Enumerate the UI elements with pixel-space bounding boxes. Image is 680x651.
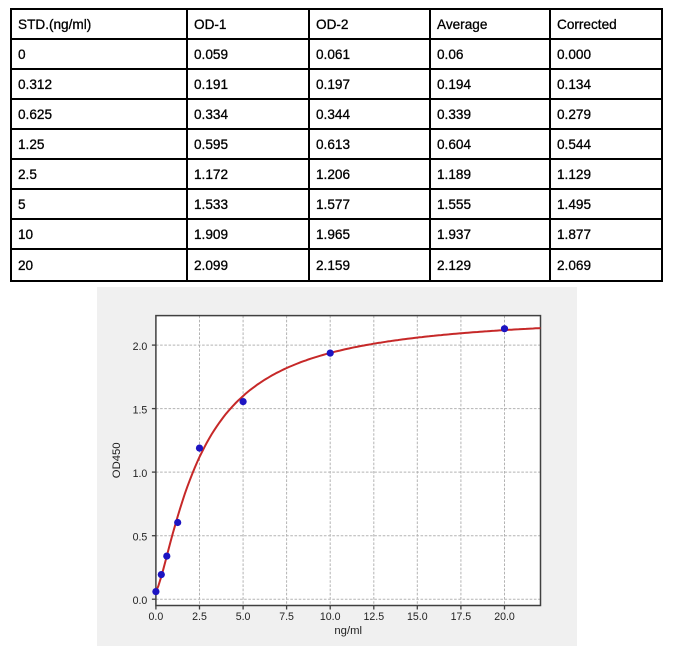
svg-text:1.5: 1.5 <box>133 404 148 416</box>
svg-text:17.5: 17.5 <box>451 611 472 623</box>
svg-text:0.0: 0.0 <box>149 611 164 623</box>
svg-text:0.5: 0.5 <box>133 532 148 544</box>
svg-text:0.0: 0.0 <box>133 595 148 607</box>
svg-text:1.0: 1.0 <box>133 468 148 480</box>
svg-text:7.5: 7.5 <box>279 611 294 623</box>
svg-text:10.0: 10.0 <box>320 611 341 623</box>
svg-text:OD450: OD450 <box>111 442 123 478</box>
svg-text:12.5: 12.5 <box>363 611 384 623</box>
svg-text:20.0: 20.0 <box>494 611 515 623</box>
svg-text:15.0: 15.0 <box>407 611 428 623</box>
svg-text:2.5: 2.5 <box>192 611 207 623</box>
svg-text:5.0: 5.0 <box>236 611 251 623</box>
svg-text:2.0: 2.0 <box>133 341 148 353</box>
svg-text:ng/ml: ng/ml <box>334 625 362 637</box>
